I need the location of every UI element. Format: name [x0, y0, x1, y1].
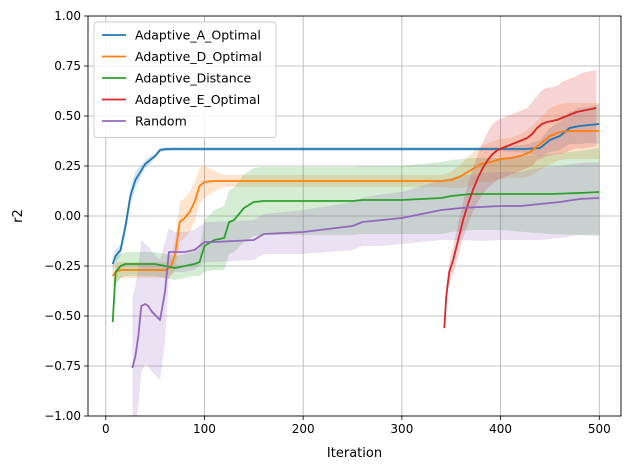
line-adaptive-a-optimal — [111, 123, 600, 265]
x-tick-label: 0 — [102, 422, 110, 436]
y-tick-label: 0.75 — [54, 59, 81, 73]
x-axis-ticks: 0 100 200 300 400 500 — [102, 416, 611, 436]
y-tick-label: −0.75 — [44, 359, 81, 373]
y-axis-label: r2 — [11, 209, 26, 223]
legend-entry: Adaptive_Distance — [135, 71, 252, 86]
legend-box — [93, 21, 277, 138]
y-tick-label: 0.00 — [54, 209, 81, 223]
legend-entry: Random — [135, 114, 187, 129]
y-tick-label: 0.25 — [54, 159, 81, 173]
legend: Adaptive_A_Optimal Adaptive_D_Optimal Adap… — [93, 21, 277, 138]
legend-entry: Adaptive_D_Optimal — [135, 49, 262, 64]
y-axis-ticks: −1.00 −0.75 −0.50 −0.25 0.00 0.25 0.50 0.75 1.00 — [44, 9, 88, 423]
x-tick-label: 400 — [489, 422, 512, 436]
legend-entry: Adaptive_A_Optimal — [135, 28, 261, 43]
x-tick-label: 200 — [292, 422, 315, 436]
x-tick-label: 300 — [390, 422, 413, 436]
x-axis-label: Iteration — [327, 446, 382, 461]
line-adaptive-distance — [111, 191, 600, 323]
line-adaptive-d-optimal — [111, 130, 600, 277]
line-random — [131, 197, 600, 369]
x-tick-label: 500 — [588, 422, 611, 436]
band-random — [132, 162, 600, 416]
band-adaptive-distance — [112, 148, 600, 338]
y-tick-label: −0.25 — [44, 259, 81, 273]
y-tick-label: −0.50 — [44, 309, 81, 323]
y-tick-label: 0.50 — [54, 109, 81, 123]
y-tick-label: 1.00 — [54, 9, 81, 23]
grid — [88, 15, 621, 417]
y-tick-label: −1.00 — [44, 409, 81, 423]
line-adaptive-e-optimal — [443, 107, 597, 329]
x-tick-label: 100 — [193, 422, 216, 436]
series-lines — [111, 107, 600, 369]
legend-entry: Adaptive_E_Optimal — [135, 92, 260, 107]
